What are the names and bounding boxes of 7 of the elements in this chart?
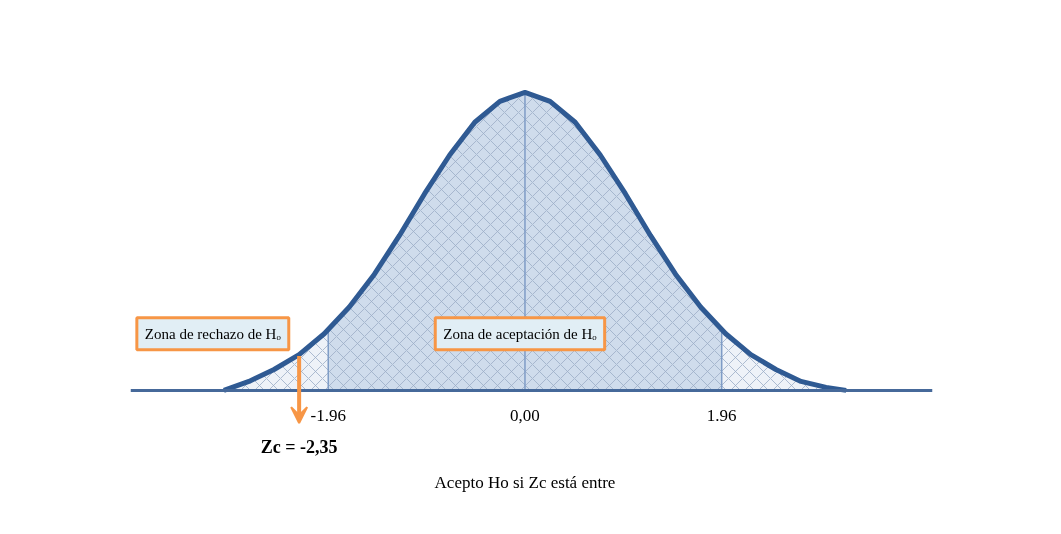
x-tick-label: -1.96 <box>310 406 346 426</box>
x-tick-label: 0,00 <box>510 406 540 426</box>
annotation: Zona de aceptación de Hₒ <box>443 325 598 342</box>
text: Acepto Ho si Zc está entre <box>434 473 616 493</box>
text: Zc = -2,35 <box>260 436 338 457</box>
x-tick-label: 1.96 <box>706 406 737 426</box>
annotation: Zona de rechazo de Hₒ <box>144 325 282 342</box>
